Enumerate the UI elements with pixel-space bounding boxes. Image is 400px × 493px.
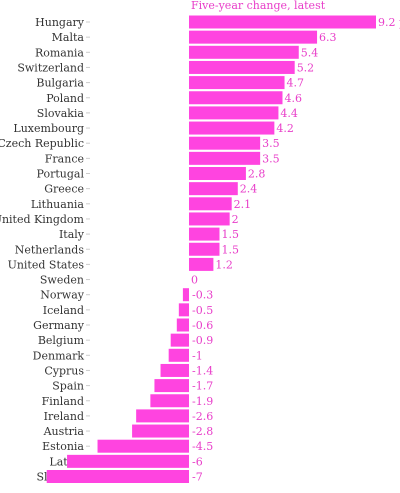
bar [97,439,189,453]
category-label: Bulgaria [36,77,84,90]
category-label: Norway [40,289,84,302]
category-label: Portugal [37,168,85,181]
value-label: 6.3 [319,31,337,44]
value-label: 1.5 [221,243,239,256]
category-label: Germany [33,319,85,332]
value-label: -2.6 [192,410,213,423]
category-label: Sweden [40,274,84,287]
value-label: 4.4 [280,107,298,120]
value-label: 9.2 pct points [378,16,400,29]
category-label: Netherlands [15,243,85,256]
value-label: 0 [191,274,198,287]
value-label: 2.8 [248,168,265,181]
value-label: -0.5 [192,304,213,317]
category-label: Estonia [42,440,84,453]
category-label: Lithuania [31,198,85,211]
category-label: Switzerland [17,61,84,74]
value-label: -1.9 [192,395,213,408]
value-label: -0.3 [192,289,213,302]
category-label: Cyprus [44,364,84,377]
category-label: Romania [35,46,84,59]
bar [170,333,189,347]
category-label: United States [8,258,85,271]
value-label: 1.2 [215,258,233,271]
bar [168,348,189,362]
category-label: France [45,152,84,165]
value-label: 2.4 [240,183,257,196]
bar [176,318,189,332]
bar [189,242,220,256]
bar [150,394,189,408]
category-label: Belgium [38,334,85,347]
category-label: Ireland [44,410,84,423]
value-label: -1 [192,349,203,362]
category-label: United Kingdom [0,213,85,226]
category-label: Luxembourg [13,122,84,135]
value-label: -0.6 [192,319,213,332]
value-label: 2.1 [234,198,252,211]
bar [189,151,261,165]
category-label: Czech Republic [0,137,84,150]
bar [182,288,189,302]
category-label: Austria [43,425,85,438]
value-label: 5.2 [297,61,315,74]
bar [189,182,238,196]
bar [189,121,275,135]
value-label: -7 [192,471,203,484]
bar [67,454,189,468]
value-label: 1.5 [221,228,239,241]
bar [189,136,261,150]
value-label: 3.5 [262,152,280,165]
bar [189,257,214,271]
bar [189,45,299,59]
bar [178,303,189,317]
bar [160,363,189,377]
value-label: 4.6 [285,92,303,105]
value-label: 3.5 [262,137,280,150]
value-label: 4.7 [287,77,305,90]
value-label: -1.7 [192,380,213,393]
category-label: Hungary [35,16,85,29]
value-label: -6 [192,455,203,468]
bar [189,76,285,90]
value-label: 5.4 [301,46,319,59]
value-label: -2.8 [192,425,213,438]
bar [189,30,318,44]
value-label: 4.2 [276,122,294,135]
bar [132,424,189,438]
bar [189,91,283,105]
value-label: -0.9 [192,334,213,347]
category-label: Denmark [33,349,85,362]
bar [189,167,246,180]
category-label: Italy [59,228,85,241]
bar [189,227,220,241]
category-label: Malta [52,31,85,44]
category-label: Iceland [43,304,84,317]
bar [189,60,295,74]
bar [189,15,376,29]
category-label: Poland [46,92,84,105]
bar [189,106,279,120]
category-label: Finland [42,395,84,408]
chart-title: Five-year change, latest [191,0,326,12]
value-label: 2 [232,213,239,226]
value-label: -4.5 [192,440,213,453]
category-label: Spain [52,380,84,393]
category-label: Greece [44,183,84,196]
value-label: -1.4 [192,364,213,377]
bar [189,212,230,226]
bar [136,409,189,423]
bars-group: Hungary 9.2 pct points Malta 6.3 Romania 5.4 S… [0,15,400,484]
bar [189,197,232,211]
bar [154,379,189,393]
category-label: Slovakia [37,107,85,120]
bar [46,470,189,483]
